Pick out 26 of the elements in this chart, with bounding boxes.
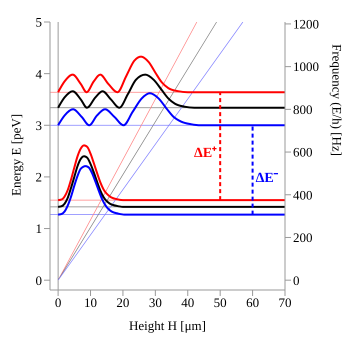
y2-tick-label: 800 [293,102,312,117]
x-axis-title: Height H [μm] [128,318,206,333]
x-tick-label: 70 [278,295,292,310]
y-axis-title: Energy E [peV] [8,114,24,196]
y-tick-label: 0 [36,272,42,288]
y-tick-label: 4 [36,66,42,82]
y-tick-label: 3 [36,118,42,133]
y-tick-label: 2 [36,170,42,185]
y-tick-label: 1 [36,221,42,236]
y2-tick-label: 200 [293,230,312,246]
x-tick-label: 40 [181,295,194,310]
x-tick-label: 20 [116,295,130,310]
y-tick-label: 5 [36,14,42,30]
x-tick-label: 30 [148,295,162,310]
y2-tick-label: 1200 [293,16,319,32]
y2-tick-label: 400 [293,187,312,202]
x-tick-label: 60 [246,295,260,310]
x-tick-label: 10 [84,295,98,310]
annotation: ΔE⁻ [256,170,279,186]
y2-axis-title: Frequency (E/h) [Hz] [329,44,344,156]
y2-tick-label: 600 [293,144,312,160]
y2-tick-label: 0 [293,272,300,288]
x-tick-label: 50 [214,295,227,310]
y2-tick-label: 1000 [293,59,319,74]
x-tick-label: 0 [54,295,62,310]
annotation: ΔE⁺ [194,146,218,162]
